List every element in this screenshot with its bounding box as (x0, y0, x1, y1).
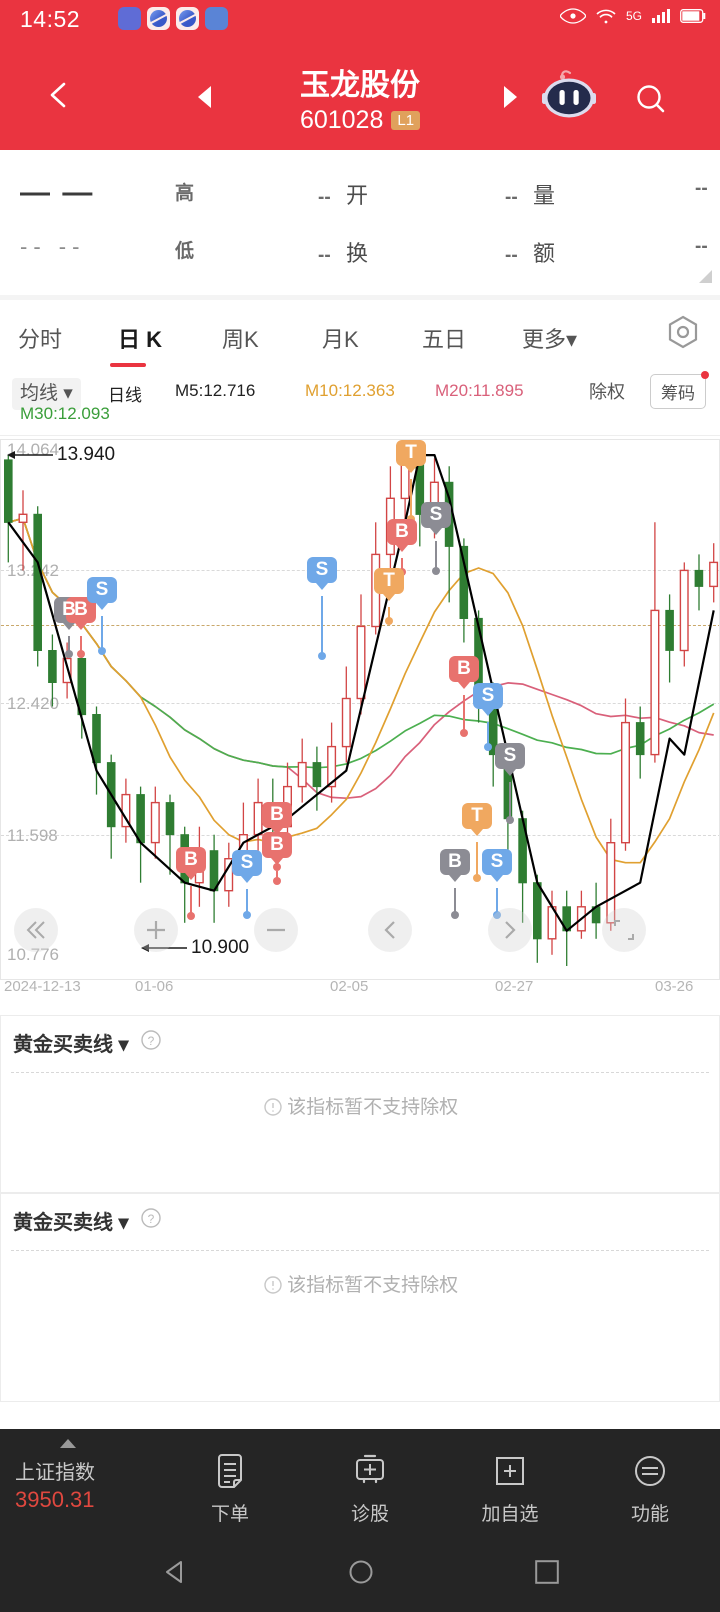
svg-text:?: ? (148, 1034, 155, 1048)
svg-text:?: ? (148, 1212, 155, 1226)
